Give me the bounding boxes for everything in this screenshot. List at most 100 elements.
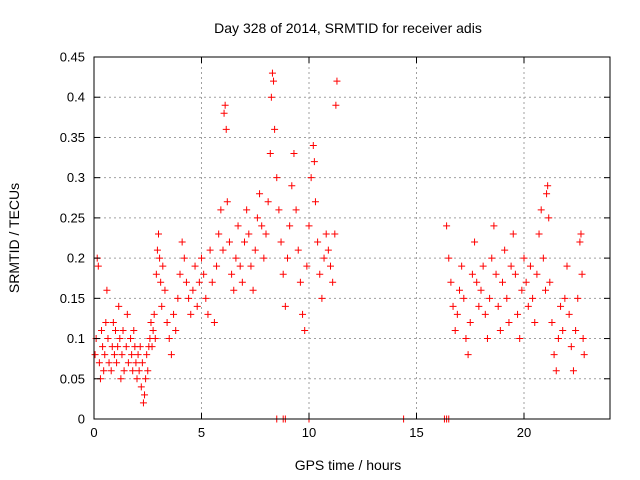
data-point (156, 254, 164, 262)
y-axis-label: SRMTID / TECUs (6, 183, 22, 293)
data-point (270, 77, 278, 85)
data-point (91, 351, 99, 359)
data-point (234, 222, 242, 230)
data-point (554, 335, 562, 343)
data-point (132, 359, 140, 367)
data-point (247, 262, 255, 270)
data-point (104, 335, 112, 343)
data-point (189, 286, 197, 294)
y-tick-label: 0.25 (60, 210, 85, 225)
data-point (195, 278, 203, 286)
data-point (157, 278, 165, 286)
data-point (151, 335, 159, 343)
data-point (445, 254, 453, 262)
y-tick-label: 0.45 (60, 50, 85, 65)
data-point (144, 367, 152, 375)
data-point (110, 351, 118, 359)
data-point (486, 294, 494, 302)
data-point (449, 302, 457, 310)
y-tick-label: 0.35 (60, 130, 85, 145)
y-tick-label: 0.2 (67, 251, 85, 266)
data-point (236, 262, 244, 270)
data-point (310, 158, 318, 166)
x-tick-label: 10 (302, 425, 316, 440)
data-point (578, 270, 586, 278)
data-point (159, 262, 167, 270)
data-point (314, 238, 322, 246)
data-point (243, 206, 251, 214)
data-point (557, 302, 565, 310)
data-point (170, 310, 178, 318)
y-tick-label: 0.3 (67, 170, 85, 185)
data-point (245, 230, 253, 238)
data-point (471, 238, 479, 246)
data-point (494, 302, 502, 310)
data-point (542, 286, 549, 294)
data-point (507, 262, 515, 270)
data-point (496, 327, 504, 335)
data-point (305, 222, 313, 230)
data-point (279, 270, 287, 278)
data-point (475, 302, 483, 310)
data-point (539, 254, 547, 262)
data-point (137, 383, 145, 391)
x-tick-label: 5 (198, 425, 205, 440)
data-point (309, 141, 317, 149)
data-point (516, 335, 524, 343)
data-point (576, 238, 584, 246)
data-point (262, 230, 270, 238)
data-point (327, 262, 334, 270)
data-point (130, 327, 138, 335)
data-point (466, 318, 474, 326)
data-point (481, 310, 489, 318)
data-point (518, 286, 526, 294)
axis-ticks: 0 0.05 0.1 0.15 0.2 0.25 0.3 0.35 0.4 0.45 0 5 10 15 2… (60, 50, 610, 440)
data-point (535, 230, 543, 238)
data-point (501, 246, 509, 254)
data-point (524, 302, 532, 310)
data-point (574, 294, 582, 302)
y-tick-label: 0.4 (67, 90, 85, 105)
y-tick-label: 0.1 (67, 331, 85, 346)
data-point (499, 278, 506, 286)
data-point (176, 270, 184, 278)
data-point (128, 351, 136, 359)
data-point (204, 310, 212, 318)
data-point (453, 310, 461, 318)
data-point (129, 367, 137, 375)
data-point (550, 351, 558, 359)
data-point (267, 93, 275, 101)
data-point (332, 101, 340, 109)
data-point (529, 294, 537, 302)
data-point (316, 270, 324, 278)
data-point (185, 294, 193, 302)
data-point (134, 351, 142, 359)
data-point (143, 351, 151, 359)
data-point (206, 246, 214, 254)
data-point (221, 101, 229, 109)
data-point (548, 318, 556, 326)
data-point (249, 286, 257, 294)
data-point (222, 125, 230, 133)
data-point (133, 375, 141, 383)
data-point (202, 294, 210, 302)
data-point (290, 150, 298, 158)
data-point (277, 238, 285, 246)
data-point (296, 278, 304, 286)
data-point (113, 359, 121, 367)
data-point (311, 198, 319, 206)
data-point (443, 222, 451, 230)
data-point (161, 286, 169, 294)
plot-border (93, 56, 611, 420)
x-tick-label: 20 (517, 425, 531, 440)
data-point (572, 327, 580, 335)
data-point (178, 238, 186, 246)
data-point (120, 367, 128, 375)
data-point (124, 359, 132, 367)
data-point (165, 335, 173, 343)
data-point (545, 214, 553, 222)
data-point (477, 286, 485, 294)
data-point (107, 367, 115, 375)
data-point (320, 254, 328, 262)
